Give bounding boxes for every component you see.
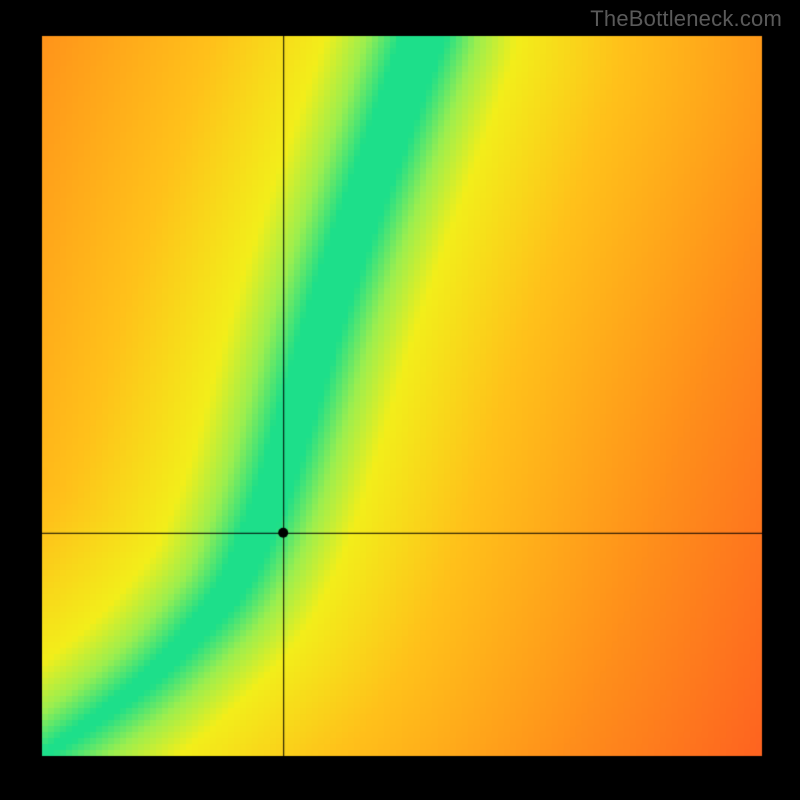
watermark-text: TheBottleneck.com: [590, 6, 782, 32]
chart-container: TheBottleneck.com: [0, 0, 800, 800]
bottleneck-heatmap-canvas: [0, 0, 800, 800]
